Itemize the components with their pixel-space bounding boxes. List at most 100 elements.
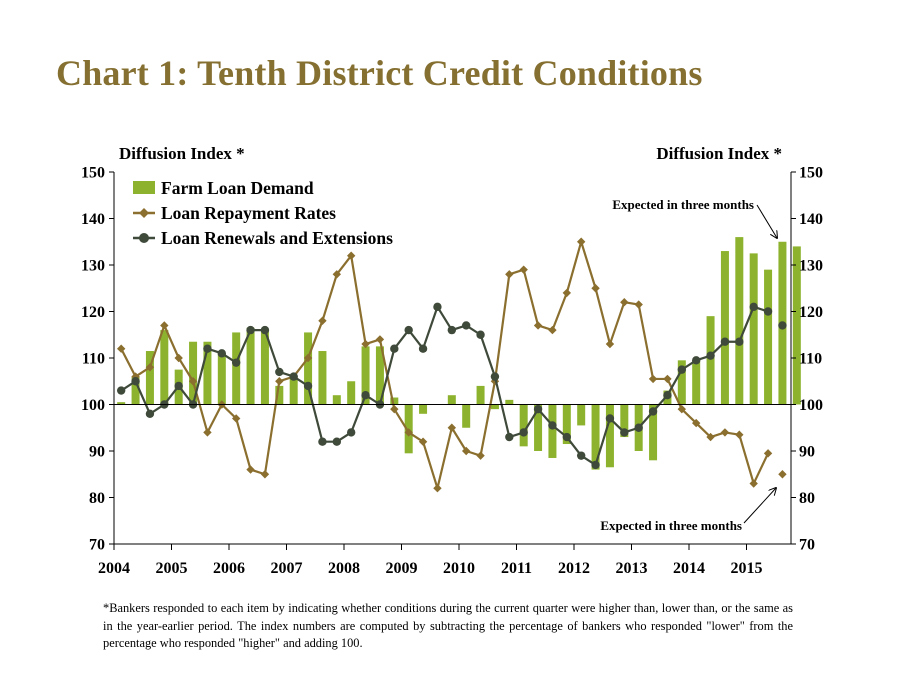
y-tick-label-right: 140: [799, 211, 823, 228]
bar: [289, 376, 298, 405]
bar: [735, 237, 744, 405]
bar: [505, 399, 514, 405]
repayment-point: [763, 449, 773, 458]
y-tick-label-right: 130: [799, 258, 823, 275]
renewals-point: [648, 407, 658, 416]
bar: [706, 316, 715, 405]
renewals-point: [260, 325, 270, 335]
legend-swatch-renewals-marker: [139, 233, 149, 243]
x-tick-label: 2012: [558, 560, 590, 577]
renewals-point: [145, 409, 155, 418]
y-tick-label-right: 90: [799, 444, 815, 461]
repayment-point: [548, 325, 557, 335]
bar-expected: [792, 246, 801, 405]
bar: [649, 404, 658, 461]
bar: [476, 385, 485, 405]
renewals-point: [677, 365, 687, 374]
renewals-point: [433, 302, 442, 312]
repayment-point: [203, 428, 212, 437]
bar: [318, 351, 327, 405]
renewals-point: [605, 414, 615, 423]
axes-layer: 70 70 80 80 90 90 100 100 110 110 120 120 130 130 140 1…: [81, 165, 823, 578]
repayment-point: [433, 484, 442, 493]
repayment-point: [677, 404, 687, 414]
bar: [332, 395, 341, 405]
repayment-point: [404, 428, 413, 437]
bar: [749, 253, 758, 405]
bar: [232, 332, 241, 405]
renewals-point: [447, 325, 457, 335]
x-tick-label: 2009: [386, 560, 418, 577]
repayment-point: [447, 423, 457, 432]
renewals-point: [620, 428, 629, 437]
renewals-point: [275, 367, 284, 377]
legend-label-loan-renewals-and-extensions: Loan Renewals and Extensions: [161, 228, 393, 248]
page-title: Chart 1: Tenth District Credit Condition…: [56, 53, 703, 93]
renewals-point: [231, 358, 241, 367]
bar: [577, 404, 586, 426]
renewals-point: [519, 428, 528, 437]
bar: [447, 395, 456, 405]
bar: [131, 376, 140, 405]
x-tick-label: 2008: [328, 560, 360, 577]
left-axis-title: Diffusion Index *: [119, 144, 245, 163]
renewals-point: [289, 372, 298, 381]
bar: [347, 381, 356, 405]
renewals-point: [706, 351, 715, 360]
bar: [117, 402, 126, 405]
repayment-point: [620, 298, 629, 307]
x-tick-label: 2013: [616, 560, 648, 577]
legend-swatch-farm-loan-demand: [133, 181, 155, 194]
y-tick-label-left: 120: [81, 304, 105, 321]
renewals-point: [332, 437, 342, 446]
repayment-point: [461, 446, 471, 456]
repayment-point: [174, 353, 183, 363]
renewals-point: [548, 421, 557, 430]
repayment-point: [275, 377, 284, 386]
renewals-point: [303, 381, 313, 391]
repayment-point: [145, 363, 155, 372]
bar: [692, 360, 701, 405]
renewals-point: [749, 302, 758, 312]
repayment-point: [720, 428, 730, 437]
bar: [203, 341, 212, 405]
renewals-point: [576, 451, 586, 460]
bar: [677, 360, 686, 405]
right-axis-title: Diffusion Index *: [656, 144, 782, 163]
repayment-point: [260, 470, 270, 479]
x-tick-label: 2015: [731, 560, 763, 577]
lines-layer: [116, 237, 787, 493]
renewals-point: [763, 307, 773, 316]
y-tick-label-left: 90: [89, 444, 105, 461]
bar: [145, 351, 154, 405]
repayment-point: [303, 353, 313, 363]
renewals-point: [361, 391, 370, 400]
renewals-point: [131, 377, 140, 386]
repayment-point: [246, 465, 255, 474]
bar: [764, 269, 773, 405]
renewals-point: [246, 325, 255, 335]
y-tick-label-right: 100: [799, 397, 823, 414]
bar: [490, 404, 499, 410]
repayment-point: [735, 430, 744, 439]
repayment-point: [476, 451, 485, 460]
repayment-point: [562, 288, 572, 298]
renewals-expected-point: [778, 321, 787, 330]
legend-swatch-repayment-marker: [139, 208, 149, 218]
bar: [462, 404, 471, 428]
repayment-point: [160, 321, 169, 330]
bar: [419, 404, 428, 414]
renewals-point: [318, 437, 327, 446]
renewals-point: [217, 349, 227, 358]
x-tick-label: 2005: [156, 560, 188, 577]
renewals-point: [476, 330, 485, 339]
bar: [160, 330, 169, 405]
legend-label-loan-repayment-rates: Loan Repayment Rates: [161, 203, 336, 223]
repayment-expected-point: [778, 470, 787, 479]
repayment-point: [505, 270, 514, 279]
repayment-point: [116, 344, 126, 353]
annotation-arrow-bottom: [743, 488, 776, 524]
bar: [519, 404, 528, 447]
repayment-point: [663, 374, 672, 384]
